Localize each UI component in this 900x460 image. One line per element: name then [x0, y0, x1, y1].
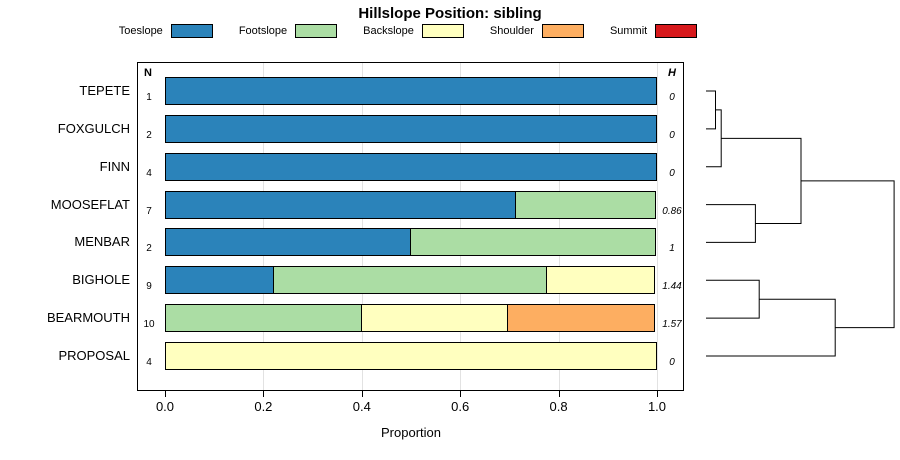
- n-value: 4: [146, 167, 152, 179]
- x-tick: [558, 391, 560, 397]
- stacked-bar-tepete: [165, 77, 657, 105]
- gridline: [657, 63, 658, 390]
- n-value: 2: [146, 129, 152, 141]
- stacked-bar-bighole: [165, 266, 657, 295]
- gridline: [263, 63, 265, 390]
- stacked-bar-finn: [165, 152, 657, 181]
- legend-item-toeslope: Toeslope: [119, 24, 213, 38]
- legend-swatch-backslope: [421, 24, 464, 38]
- legend-item-summit: Summit: [609, 24, 698, 38]
- x-tick-label: 0.8: [549, 399, 568, 414]
- gridline: [460, 63, 462, 390]
- legend-label: Footslope: [238, 25, 288, 37]
- n-value: 2: [146, 243, 152, 255]
- bar-segment-toeslope: [165, 114, 657, 143]
- legend-item-shoulder: Shoulder: [490, 24, 584, 38]
- n-value: 7: [146, 205, 152, 217]
- bar-segment-toeslope: [165, 152, 657, 181]
- h-value: 0: [669, 92, 675, 103]
- legend-label: Toeslope: [118, 25, 163, 37]
- plot-frame: [137, 62, 684, 391]
- x-tick-label: 0.0: [155, 399, 175, 414]
- bar-segment-backslope: [360, 304, 509, 333]
- n-column-header: N: [144, 67, 152, 79]
- category-label-bighole: BIGHOLE: [72, 272, 130, 288]
- legend-swatch-shoulder: [541, 24, 584, 38]
- category-label-tepete: TEPETE: [79, 83, 130, 98]
- stacked-bar-menbar: [165, 228, 657, 257]
- h-value: 1.44: [662, 281, 682, 293]
- h-value: 0: [669, 357, 675, 368]
- legend-label: Shoulder: [489, 25, 534, 37]
- dendrogram-merge-m6: [706, 298, 836, 357]
- legend-label: Backslope: [363, 25, 414, 37]
- x-tick-label: 0.4: [352, 399, 371, 414]
- x-tick-label: 0.2: [254, 399, 273, 414]
- bar-segment-footslope: [165, 304, 362, 333]
- category-label-finn: FINN: [99, 158, 130, 174]
- legend-item-footslope: Footslope: [238, 24, 338, 38]
- x-tick-label: 0.6: [451, 399, 470, 414]
- stacked-bar-mooseflat: [165, 190, 657, 219]
- gridline: [558, 63, 560, 390]
- category-label-foxgulch: FOXGULCH: [57, 120, 130, 136]
- bar-segment-footslope: [410, 228, 656, 257]
- legend-label: Summit: [609, 25, 648, 37]
- legend-item-backslope: Backslope: [363, 24, 464, 38]
- dendrogram-merge-m1: [706, 90, 716, 130]
- n-value: 1: [146, 92, 152, 103]
- bar-segment-toeslope: [165, 190, 517, 219]
- dendrogram-merge-m5: [706, 279, 760, 319]
- h-value: 1.57: [662, 319, 682, 331]
- legend-swatch-footslope: [295, 24, 338, 38]
- x-tick: [657, 391, 658, 397]
- stacked-bar-foxgulch: [165, 114, 657, 143]
- legend: Toeslope Footslope Backslope Shoulder Summit: [42, 24, 774, 38]
- stacked-bar-proposal: [165, 342, 657, 370]
- bar-segment-toeslope: [165, 77, 657, 105]
- bar-segment-backslope: [165, 342, 657, 370]
- n-value: 9: [146, 281, 152, 293]
- h-value: 0: [669, 167, 675, 179]
- category-label-mooseflat: MOOSEFLAT: [50, 196, 130, 212]
- stacked-bar-bearmouth: [165, 304, 657, 333]
- bar-segment-toeslope: [165, 266, 275, 295]
- dendrogram-merge-m3: [706, 204, 756, 243]
- h-value: 1: [669, 243, 675, 255]
- category-label-menbar: MENBAR: [74, 234, 130, 250]
- chart-title: Hillslope Position: sibling: [358, 5, 542, 22]
- x-tick-label: 1.0: [647, 399, 667, 414]
- bar-segment-footslope: [515, 190, 656, 219]
- category-label-bearmouth: BEARMOUTH: [46, 310, 130, 326]
- h-column-header: H: [668, 67, 676, 79]
- n-value: 10: [143, 319, 155, 331]
- x-axis-title: Proportion: [381, 425, 441, 440]
- dendrogram-merge-m2: [706, 109, 722, 168]
- h-value: 0: [669, 129, 675, 141]
- bar-segment-shoulder: [507, 304, 655, 333]
- x-tick: [263, 391, 265, 397]
- bar-segment-footslope: [273, 266, 547, 295]
- h-value: 0.86: [662, 205, 682, 217]
- category-label-proposal: PROPOSAL: [58, 348, 130, 363]
- x-tick: [165, 391, 166, 397]
- bar-segment-backslope: [545, 266, 655, 295]
- bar-segment-toeslope: [165, 228, 411, 257]
- n-value: 4: [146, 357, 152, 368]
- dendrogram-merge-m4: [721, 137, 802, 224]
- x-tick: [460, 391, 462, 397]
- legend-swatch-toeslope: [170, 24, 213, 38]
- legend-swatch-summit: [655, 24, 698, 38]
- x-tick: [361, 391, 363, 397]
- gridline: [361, 63, 363, 390]
- dendrogram-merge-m7: [801, 180, 895, 329]
